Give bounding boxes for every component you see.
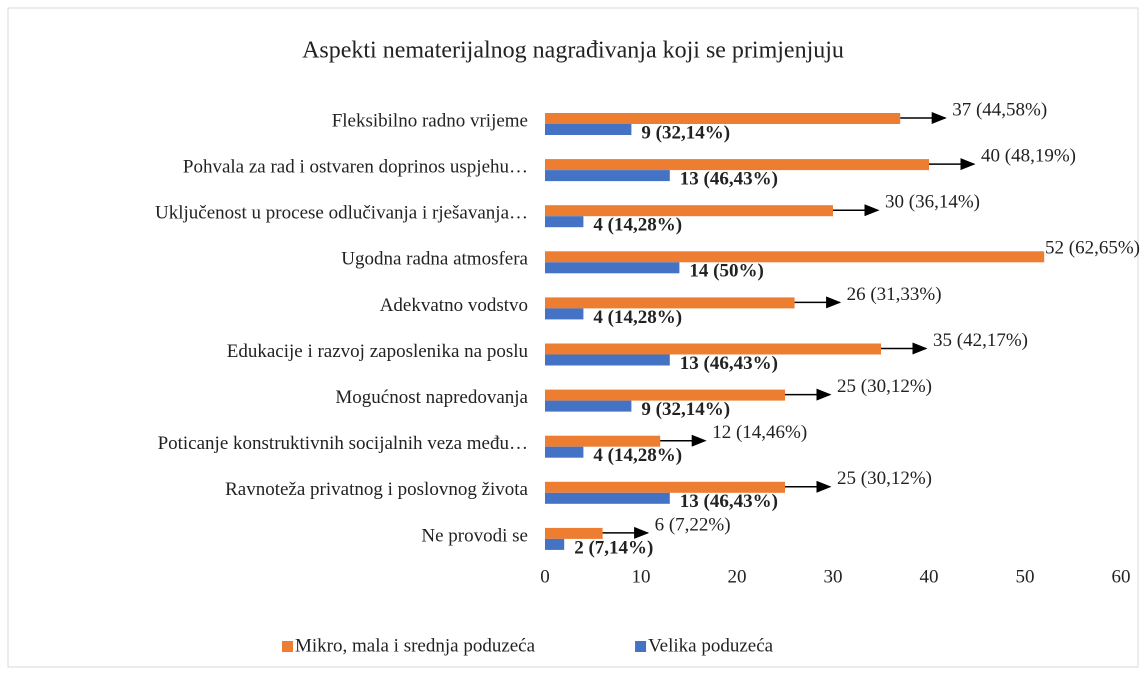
x-tick-label: 20 bbox=[728, 566, 747, 587]
value-label: 26 (31,33%) bbox=[847, 284, 942, 305]
category-label: Ne provodi se bbox=[421, 525, 528, 546]
value-label: 40 (48,19%) bbox=[981, 145, 1076, 166]
bar bbox=[545, 262, 680, 274]
x-tick-label: 40 bbox=[920, 566, 939, 587]
category-label: Uključenost u procese odlučivanja i rješ… bbox=[155, 203, 528, 224]
value-label: 2 (7,14%) bbox=[574, 537, 653, 558]
value-label: 4 (14,28%) bbox=[593, 215, 682, 236]
value-label: 12 (14,46%) bbox=[712, 422, 807, 443]
legend-label: Velika poduzeća bbox=[648, 635, 774, 656]
bar bbox=[545, 492, 670, 504]
bar bbox=[545, 124, 632, 135]
bar bbox=[545, 389, 785, 401]
bar bbox=[545, 481, 785, 493]
value-label: 13 (46,43%) bbox=[680, 491, 778, 512]
bar bbox=[545, 527, 603, 539]
legend-swatch bbox=[282, 641, 293, 652]
bar bbox=[545, 251, 1045, 263]
bar bbox=[545, 354, 670, 366]
value-label: 4 (14,28%) bbox=[593, 307, 682, 328]
value-label: 14 (50%) bbox=[689, 261, 763, 282]
x-tick-label: 0 bbox=[540, 566, 550, 587]
legend-swatch bbox=[635, 641, 647, 652]
category-label: Fleksibilno radno vrijeme bbox=[332, 110, 528, 131]
value-label: 13 (46,43%) bbox=[680, 168, 778, 189]
value-label: 13 (46,43%) bbox=[680, 353, 778, 374]
value-label: 6 (7,22%) bbox=[655, 514, 731, 535]
bar bbox=[545, 205, 833, 217]
x-tick-label: 60 bbox=[1112, 566, 1131, 587]
category-label: Ravnoteža privatnog i poslovnog života bbox=[225, 479, 528, 500]
bar bbox=[545, 538, 565, 550]
chart-title: Aspekti nematerijalnog nagrađivanja koji… bbox=[302, 38, 844, 64]
bar bbox=[545, 308, 584, 320]
value-label: 37 (44,58%) bbox=[952, 99, 1047, 120]
category-label: Adekvatno vodstvo bbox=[380, 295, 528, 316]
x-tick-label: 30 bbox=[824, 566, 843, 587]
category-label: Ugodna radna atmosfera bbox=[341, 249, 528, 270]
category-label: Poticanje konstruktivnih socijalnih veza… bbox=[158, 433, 528, 454]
bar bbox=[545, 113, 901, 124]
value-label: 52 (62,65%) bbox=[1045, 238, 1140, 259]
bar bbox=[545, 400, 632, 412]
x-tick-label: 10 bbox=[632, 566, 651, 587]
bar bbox=[545, 297, 795, 309]
category-label: Mogućnost napredovanja bbox=[335, 387, 528, 408]
bar bbox=[545, 216, 584, 228]
value-label: 25 (30,12%) bbox=[837, 468, 932, 489]
x-tick-label: 50 bbox=[1016, 566, 1035, 587]
bar bbox=[545, 435, 661, 447]
bar bbox=[545, 159, 929, 171]
value-label: 30 (36,14%) bbox=[885, 192, 980, 213]
category-label: Pohvala za rad i ostvaren doprinos uspje… bbox=[183, 156, 528, 177]
bar bbox=[545, 170, 670, 182]
legend-label: Mikro, mala i srednja poduzeća bbox=[295, 635, 536, 656]
value-label: 9 (32,14%) bbox=[641, 122, 730, 143]
value-label: 4 (14,28%) bbox=[593, 445, 682, 466]
bar bbox=[545, 446, 584, 458]
value-label: 25 (30,12%) bbox=[837, 376, 932, 397]
value-label: 35 (42,17%) bbox=[933, 330, 1028, 351]
value-label: 9 (32,14%) bbox=[641, 399, 730, 420]
bar bbox=[545, 343, 881, 355]
category-label: Edukacije i razvoj zaposlenika na poslu bbox=[227, 341, 529, 362]
